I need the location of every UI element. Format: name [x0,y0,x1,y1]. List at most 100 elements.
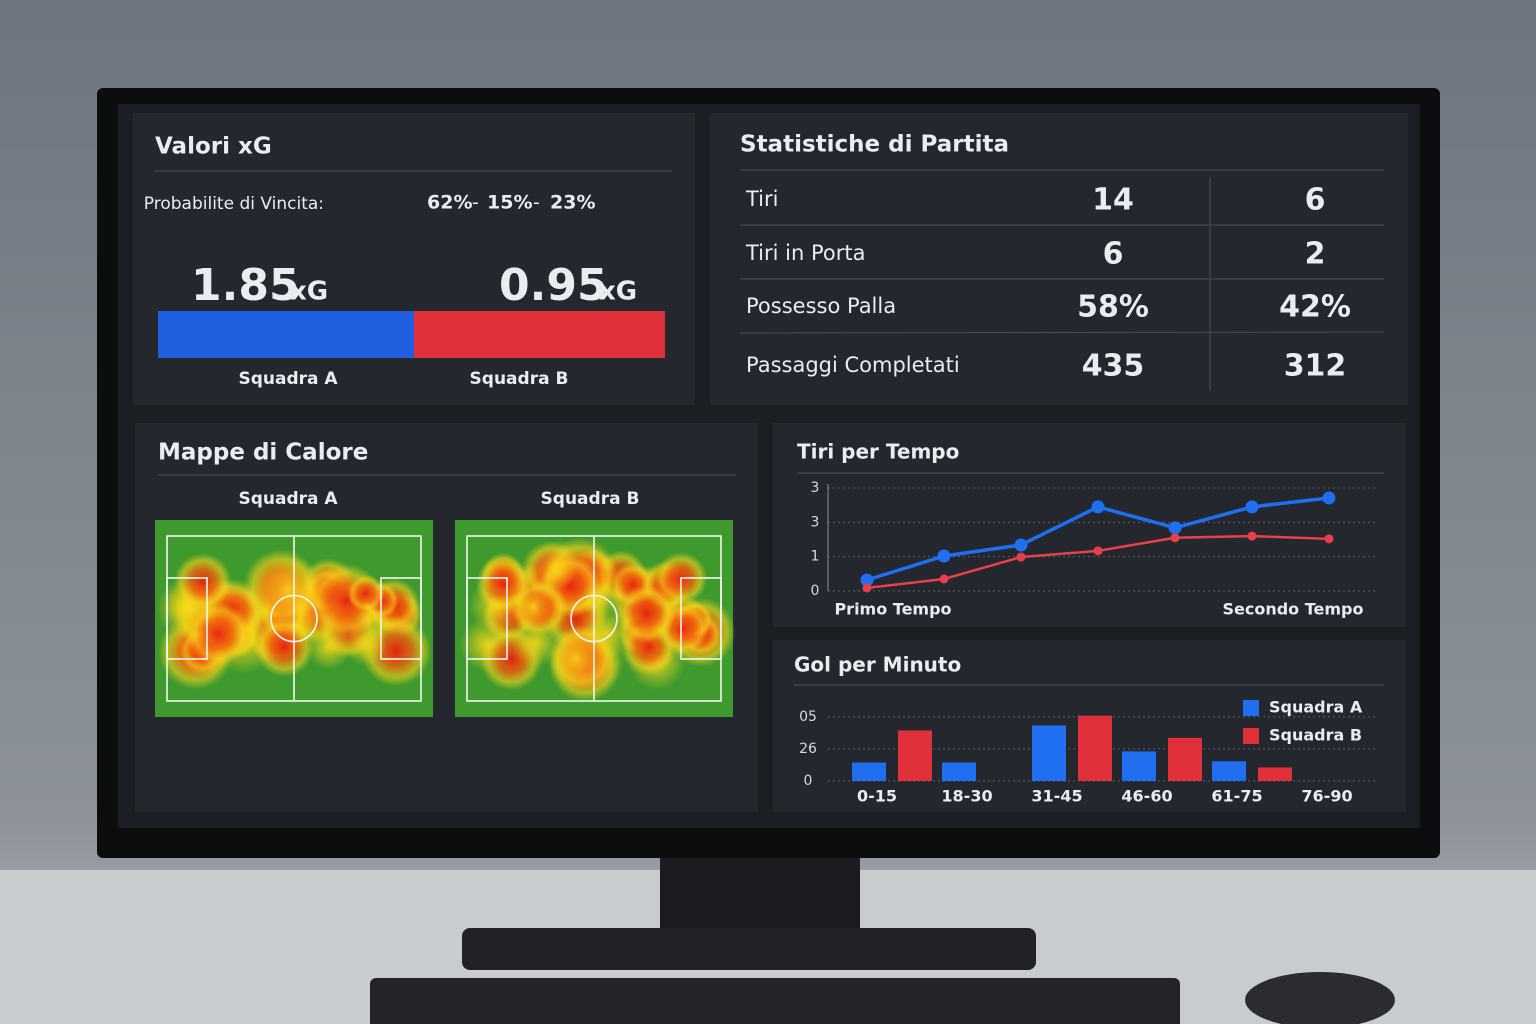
heat-blob [186,602,251,667]
point [937,549,951,563]
map-label: Squadra A [238,489,338,509]
bar [1212,761,1246,781]
heat-blob [515,588,553,626]
x-tick-label: 61-75 [1211,787,1262,806]
point [1324,534,1334,544]
x-tick-label: 76-90 [1301,787,1352,806]
row-divider [739,331,1385,334]
y-tick-label: 3 [811,480,820,496]
heat-blob [345,623,388,666]
point [1091,500,1105,514]
x-tick-label: 31-45 [1031,787,1082,806]
y-tick-label: 3 [811,514,820,530]
bar [852,762,886,781]
cell-value: 58% [1077,290,1149,325]
win-probability: 15% [487,192,532,214]
y-tick-label: 05 [799,709,817,725]
heat-blob [537,551,577,590]
cell-value: 312 [1284,349,1347,384]
win-probability: 23% [550,192,595,214]
map-label: Squadra B [541,489,640,509]
x-tick-label: Secondo Tempo [1222,600,1363,619]
cell-value: 6 [1103,237,1124,272]
legend-swatch [1243,728,1259,744]
cell-value: 42% [1279,290,1351,325]
row-label: Passaggi Completati [746,353,960,377]
xg-unit: xG [599,277,637,307]
point [1245,500,1259,514]
point [860,573,874,587]
bar [898,730,932,781]
bar [1078,715,1112,781]
heat-blob [546,629,606,688]
xg-bar [158,311,414,358]
x-tick-label: 18-30 [941,787,992,806]
line-panel [773,423,1406,627]
pitch-line [570,594,618,643]
y-tick-label: 0 [804,773,813,789]
heat-blob [617,584,676,644]
heat-blob [347,574,385,613]
legend-label: Squadra A [1269,698,1363,717]
panel-title: Statistiche di Partita [740,132,1009,158]
row-label: Tiri in Porta [745,241,865,265]
panel-title: Valori xG [155,134,272,160]
team-label: Squadra A [238,369,338,389]
heat-blob [174,553,232,611]
legend-swatch [1243,700,1259,716]
heat-blob [254,617,315,677]
cell-value: 14 [1092,183,1134,218]
cell-value: 435 [1082,349,1145,384]
keyboard [370,978,1180,1024]
pitch-line [270,594,318,643]
bar [1258,767,1292,781]
monitor-neck [660,850,860,940]
x-tick-label: 46-60 [1121,787,1172,806]
legend-label: Squadra B [1269,726,1362,745]
pitch-line [680,577,722,660]
panel-title: Gol per Minuto [794,653,961,677]
pitch-line [466,577,508,660]
point [1014,538,1028,552]
bar [1032,725,1066,781]
x-tick-label: Primo Tempo [834,600,951,619]
bar [942,762,976,781]
team-label: Squadra B [470,369,569,389]
point [1016,552,1026,562]
point [1093,546,1103,556]
mouse [1245,972,1395,1024]
point [1247,531,1257,541]
point [1168,521,1182,535]
xg-value: 0.95 [499,260,608,311]
point [939,574,949,584]
row-label: Possesso Palla [746,294,896,318]
panel-title: Tiri per Tempo [797,440,959,464]
x-tick-label: 0-15 [857,787,897,806]
row-label: Tiri [745,187,778,211]
point [862,583,872,593]
xg-unit: xG [290,277,328,307]
separator: - [533,192,540,214]
stats-panel [710,113,1408,405]
y-tick-label: 26 [799,741,817,757]
y-tick-label: 1 [811,549,820,565]
separator: - [472,192,479,214]
bar [1168,737,1202,781]
panel-title: Mappe di Calore [158,440,368,466]
monitor-stand [462,928,1036,970]
y-tick-label: 0 [811,583,820,599]
pitch-line [380,577,422,660]
xg-bar [414,311,665,358]
win-label: Probabilite di Vincita: [144,194,324,214]
xg-value: 1.85 [191,260,300,311]
win-probability: 62% [427,192,472,214]
pitch-line [166,577,208,660]
bar [1122,751,1156,781]
heat-blob [306,624,352,670]
point [1322,491,1336,505]
cell-value: 6 [1305,183,1326,218]
point [1170,533,1180,543]
cell-value: 2 [1305,237,1326,272]
heat-blob [253,556,322,624]
